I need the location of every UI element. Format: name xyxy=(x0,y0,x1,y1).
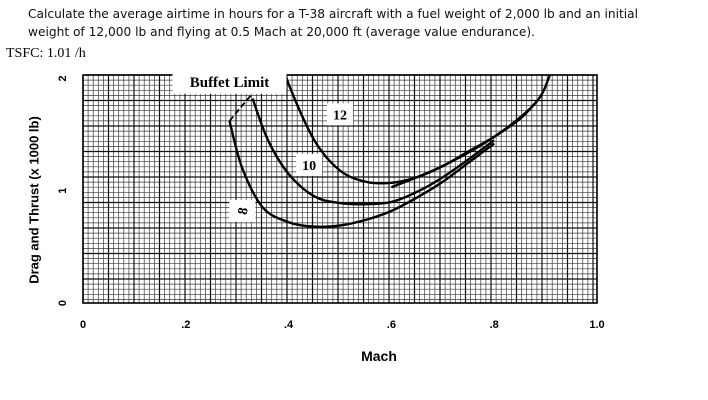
question-text: Calculate the average airtime in hours f… xyxy=(28,5,688,41)
x-axis-label: Mach xyxy=(361,348,397,364)
curve-label-bg xyxy=(296,153,323,176)
y-tick-label: 0 xyxy=(57,300,69,306)
curve-label-bg xyxy=(229,199,256,222)
plot-frame xyxy=(82,74,598,304)
buffet-limit-label: Buffet Limit xyxy=(190,75,270,91)
drag-curve-10 xyxy=(251,98,495,206)
buffet-limit-label-bg xyxy=(172,69,287,94)
question-line-2: weight of 12,000 lb and flying at 0.5 Ma… xyxy=(28,25,535,39)
y-tick-label: 2 xyxy=(57,75,69,81)
curve-label: 12 xyxy=(333,108,347,123)
x-tick-label: .6 xyxy=(387,319,396,331)
x-tick-label: .2 xyxy=(181,319,190,331)
tsfc-note: TSFC: 1.01 /h xyxy=(6,46,86,61)
curve-label-bg xyxy=(327,103,353,126)
x-tick-label: .8 xyxy=(490,319,499,331)
buffet-limit-line xyxy=(228,75,269,122)
thrust-curve xyxy=(390,75,552,189)
drag-curve-8 xyxy=(228,120,495,229)
y-axis-label: Drag and Thrust (x 1000 lb) xyxy=(26,116,42,284)
question-line-1: Calculate the average airtime in hours f… xyxy=(28,7,638,21)
curve-label: 10 xyxy=(302,159,316,174)
y-tick-label: 1 xyxy=(57,188,69,194)
x-tick-label: 0 xyxy=(80,319,86,331)
curve-label: 8 xyxy=(236,206,252,215)
x-tick-label: 1.0 xyxy=(589,319,604,331)
x-tick-label: .4 xyxy=(284,319,294,331)
